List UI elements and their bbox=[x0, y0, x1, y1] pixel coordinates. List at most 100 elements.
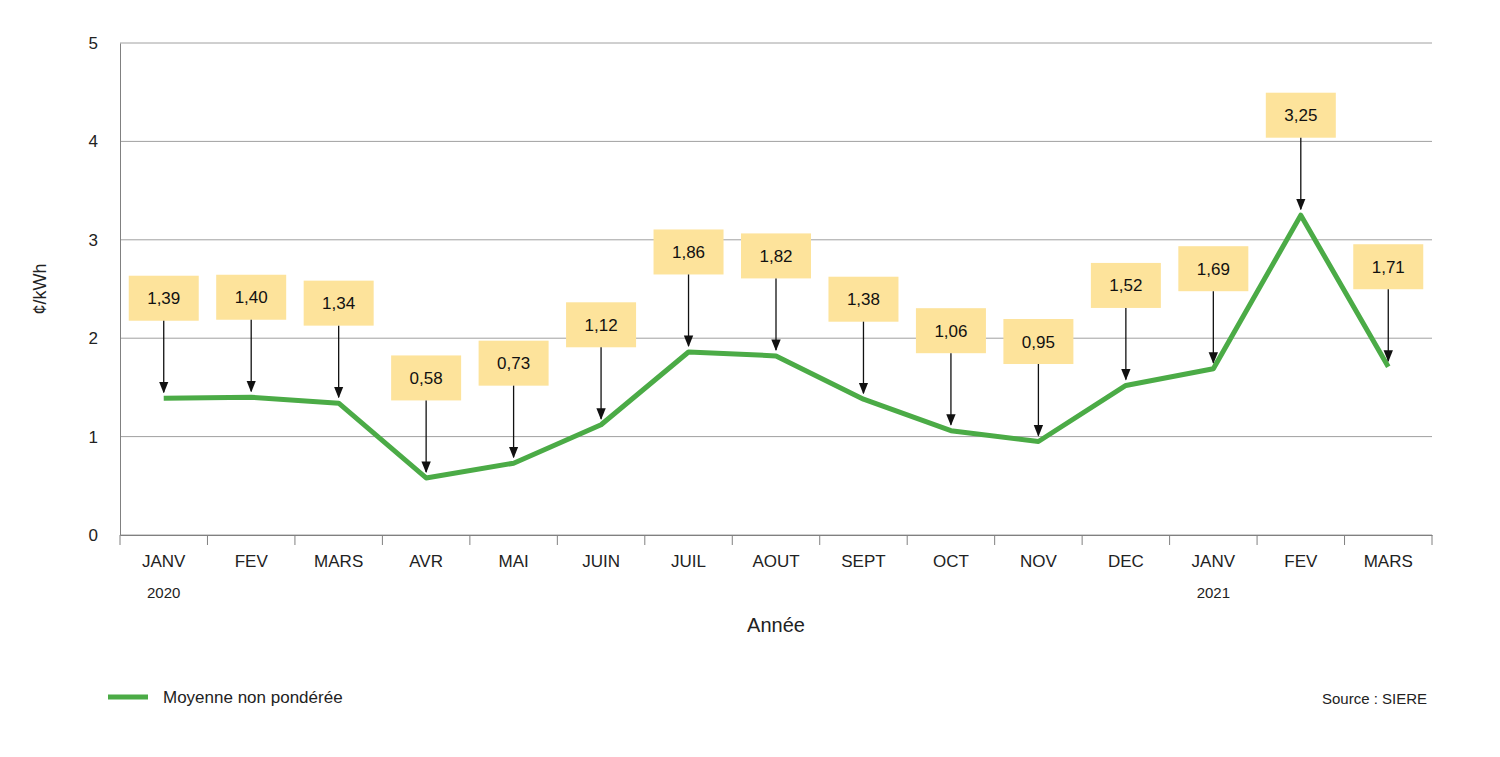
x-tick-label: FEV bbox=[1284, 552, 1318, 571]
data-label: 1,40 bbox=[235, 288, 268, 307]
label-arrow bbox=[1388, 289, 1389, 361]
year-label: 2021 bbox=[1197, 584, 1230, 601]
data-labels: 1,391,401,340,580,731,121,861,821,381,06… bbox=[129, 93, 1424, 472]
x-separator bbox=[1257, 535, 1258, 545]
x-tick-label: DEC bbox=[1108, 552, 1144, 571]
x-separator bbox=[382, 535, 383, 545]
y-axis: 0 1 2 3 4 5 bbox=[89, 34, 121, 545]
label-box bbox=[391, 355, 461, 400]
x-tick: JANV bbox=[142, 535, 186, 571]
grid-line bbox=[120, 43, 1432, 44]
chart: 0 1 2 3 4 5 JANV FEV MARS AVR MAI JUIN JUIL AOUT SEPT O… bbox=[0, 0, 1500, 757]
x-separators bbox=[120, 535, 1432, 545]
label-box bbox=[1178, 246, 1248, 291]
y-tick: 2 bbox=[89, 329, 120, 348]
x-tick: FEV bbox=[235, 535, 269, 571]
label-arrow bbox=[688, 274, 689, 346]
x-separator bbox=[819, 535, 820, 545]
x-separator bbox=[644, 535, 645, 545]
label-box bbox=[566, 302, 636, 347]
grid-line bbox=[120, 436, 1432, 437]
data-label: 1,06 bbox=[934, 322, 967, 341]
x-tick: FEV bbox=[1284, 535, 1318, 571]
y-axis-title: ¢/kWh bbox=[30, 263, 50, 314]
x-separator bbox=[1169, 535, 1170, 545]
x-tick: JUIN bbox=[582, 535, 620, 571]
series-line bbox=[164, 215, 1389, 478]
x-axis-line bbox=[121, 535, 1433, 536]
legend: Moyenne non pondérée bbox=[108, 688, 343, 707]
data-label: 1,38 bbox=[847, 290, 880, 309]
label-box bbox=[654, 229, 724, 274]
y-tick: 0 bbox=[89, 526, 120, 545]
plot-area bbox=[164, 215, 1389, 478]
x-tick-label: NOV bbox=[1020, 552, 1058, 571]
data-label: 1,82 bbox=[759, 247, 792, 266]
label-arrow bbox=[338, 326, 339, 398]
data-label: 1,69 bbox=[1197, 260, 1230, 279]
y-tick: 5 bbox=[89, 34, 120, 53]
label-arrow bbox=[600, 347, 601, 419]
x-tick: MARS bbox=[314, 535, 363, 571]
x-separator bbox=[294, 535, 295, 545]
source: Source : SIERE bbox=[1322, 690, 1427, 707]
label-arrow bbox=[1213, 291, 1214, 363]
x-tick-label: MAI bbox=[498, 552, 528, 571]
legend-swatch bbox=[108, 695, 148, 700]
data-label: 1,71 bbox=[1372, 258, 1405, 277]
y-axis-line bbox=[120, 44, 121, 536]
x-tick-label: SEPT bbox=[841, 552, 885, 571]
x-tick: MARS bbox=[1364, 535, 1413, 571]
label-box bbox=[916, 308, 986, 353]
y-tick: 3 bbox=[89, 231, 120, 250]
grid-line bbox=[120, 141, 1432, 142]
x-tick-label: AVR bbox=[409, 552, 443, 571]
label-box bbox=[216, 275, 286, 320]
label-arrow bbox=[1300, 138, 1301, 210]
label-arrow bbox=[775, 278, 776, 350]
data-label: 0,73 bbox=[497, 354, 530, 373]
label-box bbox=[304, 281, 374, 326]
label-arrow bbox=[950, 353, 951, 425]
x-tick-label: FEV bbox=[235, 552, 269, 571]
x-tick: OCT bbox=[933, 535, 969, 571]
label-arrow bbox=[1125, 308, 1126, 380]
label-box bbox=[129, 276, 199, 321]
x-separator bbox=[1082, 535, 1083, 545]
x-separator bbox=[207, 535, 208, 545]
x-separator bbox=[1344, 535, 1345, 545]
x-separator bbox=[1432, 535, 1433, 545]
data-label: 0,95 bbox=[1022, 333, 1055, 352]
label-box bbox=[1266, 93, 1336, 138]
year-label: 2020 bbox=[147, 584, 180, 601]
data-label: 1,39 bbox=[147, 289, 180, 308]
data-label: 1,12 bbox=[585, 316, 618, 335]
label-arrow bbox=[513, 386, 514, 458]
x-tick-label: MARS bbox=[314, 552, 363, 571]
grid bbox=[120, 43, 1432, 535]
label-box bbox=[1091, 263, 1161, 308]
x-tick: JUIL bbox=[671, 535, 706, 571]
x-tick-label: JUIL bbox=[671, 552, 706, 571]
x-separator bbox=[557, 535, 558, 545]
x-tick-label: JANV bbox=[142, 552, 186, 571]
x-tick: AOUT bbox=[752, 535, 799, 571]
legend-label: Moyenne non pondérée bbox=[163, 688, 343, 707]
year-labels: 2020 2021 bbox=[147, 584, 1230, 601]
x-separator bbox=[907, 535, 908, 545]
label-arrow bbox=[163, 321, 164, 393]
x-tick: JANV bbox=[1192, 535, 1236, 571]
x-tick-label: JUIN bbox=[582, 552, 620, 571]
y-tick-label: 4 bbox=[89, 132, 98, 151]
y-tick: 4 bbox=[89, 132, 120, 151]
x-tick-label: OCT bbox=[933, 552, 969, 571]
x-tick: AVR bbox=[409, 535, 443, 571]
x-axis: JANV FEV MARS AVR MAI JUIN JUIL AOUT SEPT OCT NOV D… bbox=[121, 535, 1433, 571]
label-box bbox=[828, 277, 898, 322]
x-tick-label: JANV bbox=[1192, 552, 1236, 571]
x-tick: NOV bbox=[1020, 535, 1058, 571]
x-separator bbox=[469, 535, 470, 545]
x-tick: DEC bbox=[1108, 535, 1144, 571]
y-tick-label: 1 bbox=[89, 428, 98, 447]
x-tick: SEPT bbox=[841, 535, 885, 571]
